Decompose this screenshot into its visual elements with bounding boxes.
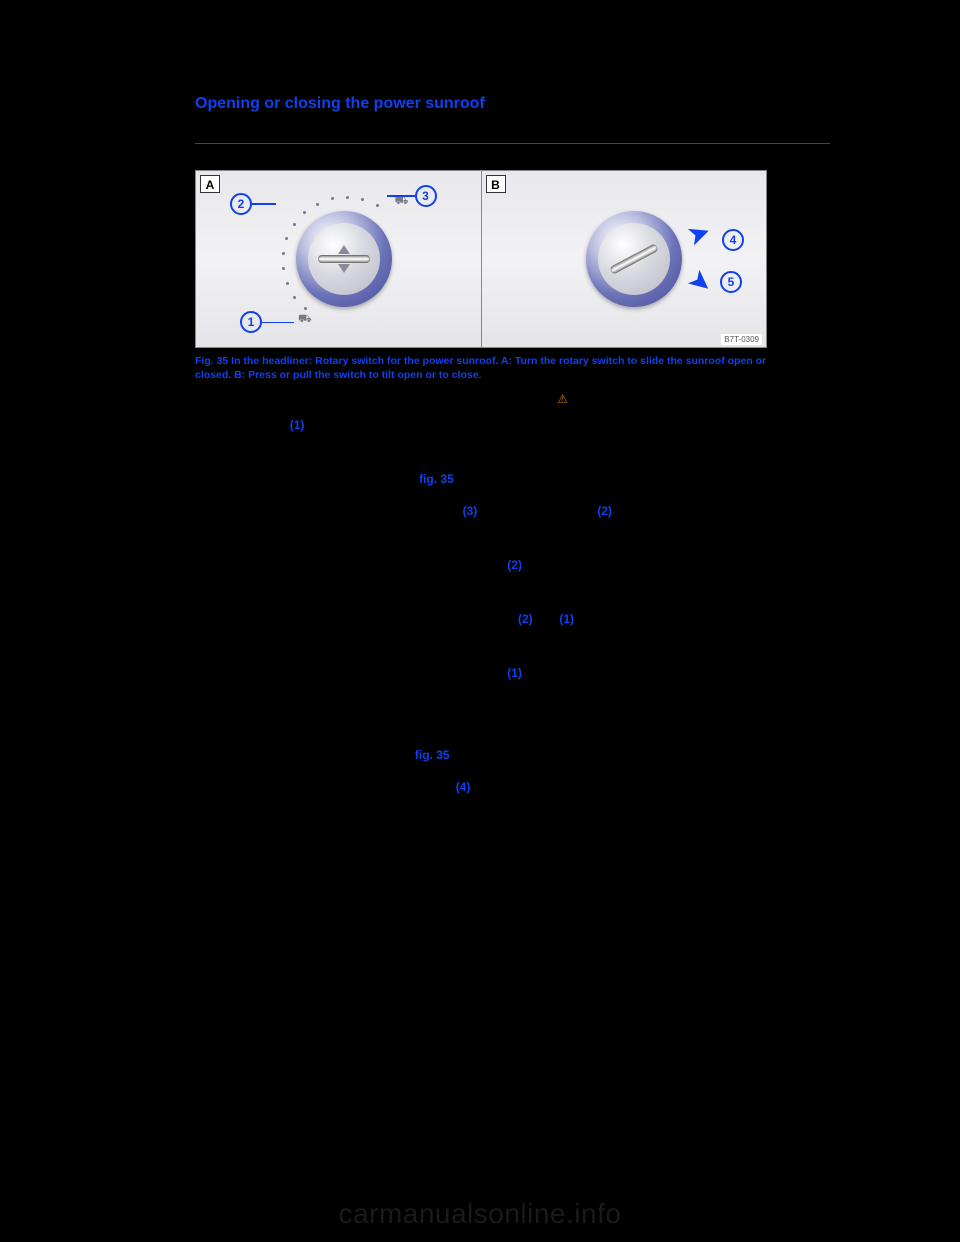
rotary-dial-b xyxy=(586,211,682,307)
row-value: Press switch (4) briefly. xyxy=(385,780,508,794)
text: Turn switch to position xyxy=(385,666,507,680)
text: . xyxy=(522,666,525,680)
row-label: To open completely: xyxy=(195,502,385,516)
ref-link: (4) xyxy=(456,780,471,794)
callout-3: 3 xyxy=(415,185,437,207)
row-value: Turn switch to (3) position, then back t… xyxy=(385,504,615,518)
intro-paragraph: Read and follow the introductory informa… xyxy=(195,390,830,408)
title-underline xyxy=(195,143,830,144)
callout-line xyxy=(252,203,276,205)
intro-prefix: Read and follow the introductory informa… xyxy=(195,392,554,406)
tick-dot xyxy=(293,296,296,299)
instruction-table-b: To tilt open:Press switch (4) briefly. xyxy=(195,778,830,832)
tick-dot xyxy=(376,204,379,207)
arrow-up-icon xyxy=(338,245,350,254)
row-value: Turn the switch between (2) and (1). xyxy=(385,612,577,626)
instruction-row: To open completely:Turn switch to (3) po… xyxy=(195,502,830,520)
ref-link: (3) xyxy=(463,504,478,518)
image-code: B7T-0309 xyxy=(721,334,762,345)
text: Turn the switch between xyxy=(385,612,518,626)
tick-dot xyxy=(304,307,307,310)
tick-dot xyxy=(285,237,288,240)
sunroof-closed-icon: ⛟ xyxy=(298,313,312,327)
section-b-heading: Tilting the sunroof open and closed ⇒ fi… xyxy=(195,746,830,764)
callout-4: 4 xyxy=(722,229,744,251)
tick-dot xyxy=(282,252,285,255)
text: . xyxy=(574,612,577,626)
ref-link: (2) xyxy=(518,612,533,626)
warning-icon: ⚠ xyxy=(557,392,568,406)
ref-link: (1) xyxy=(507,666,522,680)
watermark: carmanualsonline.info xyxy=(0,1198,960,1230)
ref-1: (1) xyxy=(290,418,305,432)
rotary-dial-a xyxy=(296,211,392,307)
figure-35: A ⛟ ⛟ 1 2 3 B ➤ ➤ 4 5 B7T-0309 xyxy=(195,170,767,348)
arrow-down-icon xyxy=(338,264,350,273)
callout-5: 5 xyxy=(720,271,742,293)
hidden-text: The rotary switch xyxy=(195,418,290,432)
tick-dot xyxy=(286,282,289,285)
figure-caption: Fig. 35 In the headliner: Rotary switch … xyxy=(195,354,767,382)
instruction-row: To set position:Turn the switch between … xyxy=(195,610,830,628)
heading-a-suffix: A xyxy=(457,472,466,486)
section-title: Opening or closing the power sunroof xyxy=(195,95,830,117)
tick-dot xyxy=(331,197,334,200)
instruction-table-a: To open completely:Turn switch to (3) po… xyxy=(195,502,830,718)
dial-inner xyxy=(598,223,670,295)
dial-slot xyxy=(318,255,370,263)
text: and xyxy=(533,612,560,626)
blue-arrow-down-icon: ➤ xyxy=(681,261,720,301)
heading-a-prefix: Sliding the sunroof open and closed ⇒ xyxy=(195,472,416,486)
panel-letter-b: B xyxy=(486,175,506,193)
row-value: Turn switch to position (2). xyxy=(385,558,525,572)
tick-dot xyxy=(361,198,364,201)
callout-1: 1 xyxy=(240,311,262,333)
heading-b-prefix: Tilting the sunroof open and closed ⇒ xyxy=(195,748,412,762)
text: . xyxy=(522,558,525,572)
tick-dot xyxy=(316,203,319,206)
row-label: To set comfort position: xyxy=(195,556,385,570)
hidden-text: is shown in the basic position (closed s… xyxy=(308,418,556,432)
intro-line2: The rotary switch (1) is shown in the ba… xyxy=(195,416,830,434)
fig-ref-b: fig. 35 xyxy=(415,748,450,762)
text: Press switch xyxy=(385,780,456,794)
instruction-row: To tilt open:Press switch (4) briefly. xyxy=(195,778,830,796)
instruction-row: To close completely:Turn switch to posit… xyxy=(195,664,830,682)
ref-link: (2) xyxy=(597,504,612,518)
text: . xyxy=(612,504,615,518)
row-label: To tilt open: xyxy=(195,778,385,792)
row-label: To set position: xyxy=(195,610,385,624)
section-a-heading: Sliding the sunroof open and closed ⇒ fi… xyxy=(195,470,830,488)
callout-line xyxy=(262,322,294,324)
tick-dot xyxy=(282,267,285,270)
row-label: To close completely: xyxy=(195,664,385,678)
ref-link: (1) xyxy=(559,612,574,626)
callout-2: 2 xyxy=(230,193,252,215)
ref-link: (2) xyxy=(507,558,522,572)
text: Turn switch to xyxy=(385,504,463,518)
text: position, then back to xyxy=(477,504,597,518)
sunroof-open-icon: ⛟ xyxy=(395,195,409,209)
text: Turn switch to position xyxy=(385,558,507,572)
fig-ref-a: fig. 35 xyxy=(419,472,454,486)
callout-line xyxy=(387,195,415,197)
text: briefly. xyxy=(470,780,508,794)
dial-inner xyxy=(308,223,380,295)
figure-panel-a: A ⛟ ⛟ 1 2 3 xyxy=(196,171,482,347)
instruction-row: To set comfort position:Turn switch to p… xyxy=(195,556,830,574)
row-value: Turn switch to position (1). xyxy=(385,666,525,680)
figure-panel-b: B ➤ ➤ 4 5 B7T-0309 xyxy=(482,171,767,347)
panel-letter-a: A xyxy=(200,175,220,193)
blue-arrow-up-icon: ➤ xyxy=(682,214,715,253)
tick-dot xyxy=(346,196,349,199)
heading-b-suffix: B xyxy=(453,748,462,762)
tick-dot xyxy=(293,223,296,226)
dial-slot xyxy=(609,243,659,274)
tick-dot xyxy=(303,211,306,214)
